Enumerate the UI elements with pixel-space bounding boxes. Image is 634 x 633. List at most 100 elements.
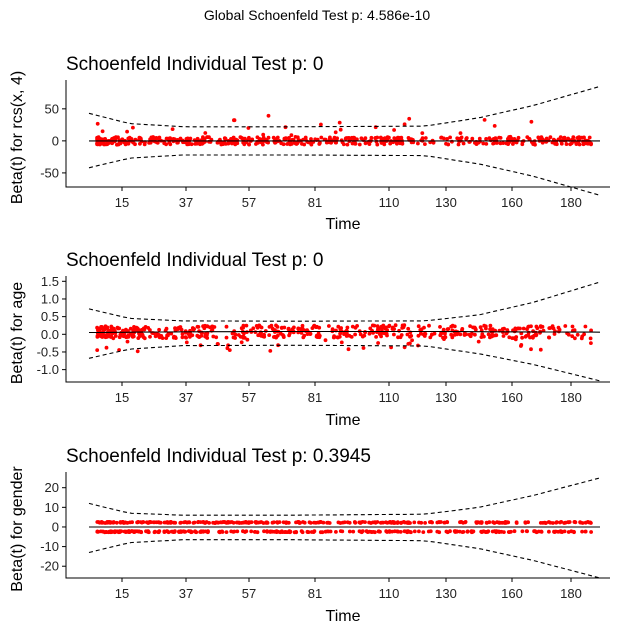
- data-point: [587, 135, 592, 140]
- upper-band-line: [88, 85, 601, 128]
- data-point: [525, 135, 530, 140]
- data-point: [193, 142, 198, 146]
- data-point: [477, 136, 482, 141]
- data-point: [486, 332, 491, 337]
- data-point: [119, 529, 124, 534]
- data-point: [125, 521, 130, 525]
- data-point: [379, 334, 383, 339]
- data-point: [367, 331, 372, 336]
- data-point: [206, 529, 210, 534]
- data-point: [309, 137, 313, 141]
- data-point: [172, 334, 176, 339]
- data-point: [581, 139, 585, 144]
- data-point: [589, 530, 593, 534]
- data-point: [410, 338, 414, 343]
- data-point: [383, 326, 388, 331]
- data-point: [330, 327, 335, 332]
- data-point: [369, 530, 374, 534]
- data-point: [452, 529, 457, 533]
- data-point: [430, 332, 434, 337]
- data-point: [443, 332, 447, 336]
- data-point: [199, 334, 204, 338]
- data-point: [423, 521, 427, 525]
- data-point: [489, 334, 494, 339]
- data-point: [220, 520, 224, 525]
- data-point: [277, 520, 282, 524]
- data-point: [349, 335, 354, 339]
- data-point: [538, 521, 543, 525]
- data-point: [279, 529, 284, 534]
- data-point: [137, 334, 142, 339]
- data-point: [267, 333, 272, 337]
- data-point: [309, 142, 314, 147]
- data-point: [387, 135, 391, 140]
- lower-band-line: [88, 154, 601, 196]
- data-point: [412, 529, 417, 534]
- data-point: [488, 323, 493, 328]
- data-point: [551, 326, 556, 331]
- data-point: [573, 336, 577, 341]
- data-point: [275, 333, 280, 338]
- data-point: [162, 141, 167, 146]
- data-point: [461, 141, 466, 146]
- data-point: [419, 520, 424, 525]
- data-point: [580, 334, 585, 339]
- data-point: [520, 335, 524, 340]
- data-point: [467, 332, 472, 337]
- x-tick-label: 180: [560, 390, 582, 405]
- data-point: [524, 334, 529, 338]
- data-point: [562, 521, 567, 525]
- data-point: [392, 529, 397, 534]
- data-point: [409, 137, 414, 142]
- data-point: [357, 529, 362, 534]
- data-point: [148, 334, 152, 339]
- data-point: [318, 140, 322, 145]
- data-point: [445, 137, 449, 141]
- data-point: [280, 325, 284, 330]
- data-point: [464, 332, 468, 337]
- data-point: [575, 332, 580, 337]
- data-point: [421, 530, 426, 534]
- x-axis-label: Time: [326, 608, 361, 625]
- data-point: [571, 135, 576, 140]
- x-tick-label: 57: [242, 390, 256, 405]
- data-point: [461, 520, 465, 525]
- data-point: [141, 335, 146, 340]
- data-point: [165, 529, 170, 534]
- data-point: [337, 120, 342, 125]
- data-point: [113, 334, 118, 338]
- data-point: [378, 135, 383, 140]
- data-point: [552, 529, 556, 534]
- data-point: [537, 136, 541, 141]
- data-point: [339, 340, 344, 345]
- data-point: [484, 326, 488, 331]
- data-point: [232, 329, 237, 333]
- data-point: [342, 332, 346, 336]
- data-point: [458, 332, 463, 337]
- data-point: [137, 529, 142, 534]
- data-point: [111, 520, 116, 524]
- data-point: [367, 141, 371, 146]
- data-point: [233, 332, 238, 337]
- y-tick-label: 0.5: [41, 309, 59, 324]
- data-point: [244, 323, 249, 328]
- data-point: [128, 326, 133, 331]
- data-point: [387, 529, 392, 534]
- data-point: [242, 142, 247, 147]
- data-point: [494, 141, 499, 145]
- data-point: [245, 337, 250, 342]
- data-point: [506, 530, 511, 534]
- data-point: [538, 324, 543, 329]
- y-tick-label: -10: [40, 539, 59, 554]
- data-point: [231, 520, 236, 525]
- data-point: [538, 347, 543, 352]
- data-point: [179, 530, 183, 534]
- data-point: [572, 520, 577, 524]
- data-point: [122, 529, 127, 534]
- data-point: [274, 323, 278, 328]
- data-point: [308, 332, 313, 336]
- data-point: [482, 118, 487, 122]
- data-point: [344, 136, 348, 141]
- data-point: [381, 323, 386, 328]
- data-point: [449, 332, 454, 337]
